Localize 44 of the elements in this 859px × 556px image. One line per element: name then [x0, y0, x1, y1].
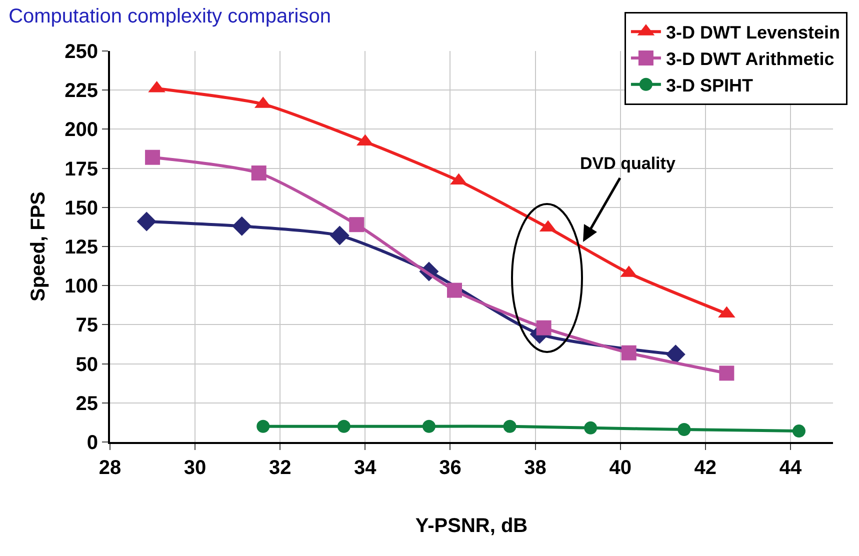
point [136, 212, 156, 232]
point [349, 217, 364, 232]
x-tick-label: 32 [268, 457, 292, 479]
y-tick-label: 125 [64, 236, 98, 258]
y-tick-label: 25 [76, 392, 98, 415]
x-tick-label: 44 [779, 457, 802, 479]
x-tick-label: 42 [694, 457, 717, 479]
point [678, 422, 691, 436]
y-tick-label: 150 [64, 197, 98, 220]
y-tick-label: 200 [64, 119, 98, 142]
y-tick-label: 0 [86, 432, 98, 454]
y-axis-title: Speed, FPS [28, 191, 50, 302]
annotation: DVD quality [580, 154, 676, 173]
x-tick-label: 28 [98, 457, 122, 479]
x-axis-title: Y-PSNR, dB [415, 515, 528, 537]
point [232, 216, 252, 236]
point [251, 165, 266, 180]
point [422, 420, 436, 433]
point [145, 150, 160, 165]
y-tick-label: 175 [64, 158, 98, 180]
point [584, 421, 598, 434]
point [330, 226, 350, 246]
point [256, 420, 270, 433]
point [621, 345, 636, 360]
y-tick-label: 250 [64, 41, 98, 63]
y-tick-label: 50 [76, 354, 98, 376]
y-tick-label: 75 [76, 314, 98, 337]
x-tick-label: 30 [184, 457, 206, 479]
legend-label: 3-D SPIHT [666, 75, 753, 96]
legend-label: 3-D DWT Levenstein [666, 22, 840, 43]
point [337, 420, 350, 433]
y-tick-label: 100 [64, 276, 98, 298]
point [719, 366, 734, 381]
point [503, 420, 516, 433]
x-tick-label: 36 [439, 457, 462, 479]
point [792, 424, 806, 438]
point [446, 282, 462, 298]
y-tick-label: 225 [64, 80, 98, 102]
chart-title: Computation complexity comparison [8, 5, 331, 28]
point [536, 320, 552, 336]
x-tick-label: 40 [609, 457, 632, 479]
legend-label: 3-D DWT Arithmetic [666, 49, 834, 70]
x-tick-label: 38 [524, 457, 546, 479]
x-tick-label: 34 [354, 457, 378, 479]
